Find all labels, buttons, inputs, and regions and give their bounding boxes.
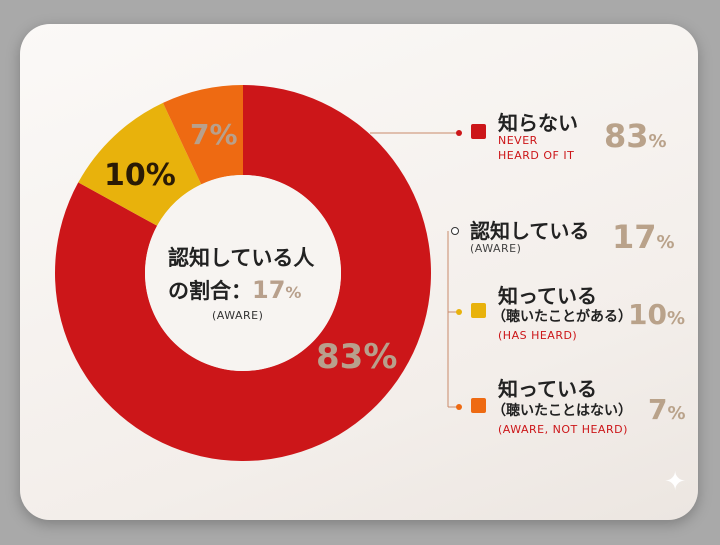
legend-never-en2: HEARD OF IT <box>498 149 575 162</box>
donut-slice-0 <box>55 85 432 461</box>
legend-not-heard-en: (AWARE, NOT HEARD) <box>498 423 628 436</box>
legend-not-heard-sub: （聴いたことはない） <box>492 403 632 419</box>
center-sub: (AWARE) <box>212 309 264 322</box>
legend-aware-en: (AWARE) <box>470 242 522 255</box>
legend-aware-title: 認知している <box>470 219 590 243</box>
donut-slice-2 <box>162 85 243 185</box>
legend-marker-never <box>471 124 486 139</box>
slice-label-83: 83% <box>316 337 398 377</box>
sparkle-icon: ✦ <box>664 467 686 497</box>
legend-dot-not-heard <box>456 404 462 410</box>
legend-never-en1: NEVER <box>498 134 538 147</box>
legend-never-value: 83% <box>604 117 667 155</box>
slice-label-7: 7% <box>190 118 238 151</box>
legend-aware-value: 17% <box>612 218 675 256</box>
legend-never-title: 知らない <box>498 111 578 135</box>
legend-marker-has-heard <box>471 303 486 318</box>
donut-hole <box>145 175 341 371</box>
legend-marker-not-heard <box>471 398 486 413</box>
center-line2: の割合：17% <box>168 276 302 304</box>
legend-dot-has-heard <box>456 309 462 315</box>
slice-label-10: 10% <box>104 158 176 193</box>
legend-marker-dot-aware <box>451 227 459 235</box>
legend-has-heard-title: 知っている <box>498 284 597 308</box>
legend-has-heard-en: (HAS HEARD) <box>498 329 578 342</box>
legend-has-heard-sub: （聴いたことがある） <box>492 309 632 325</box>
donut-slice-1 <box>78 102 202 226</box>
legend-dot-never <box>456 130 462 136</box>
legend-not-heard-title: 知っている <box>498 377 597 401</box>
center-title: 認知している人 <box>168 246 315 270</box>
legend-has-heard-value: 10% <box>628 298 686 331</box>
legend-not-heard-value: 7% <box>648 393 686 426</box>
